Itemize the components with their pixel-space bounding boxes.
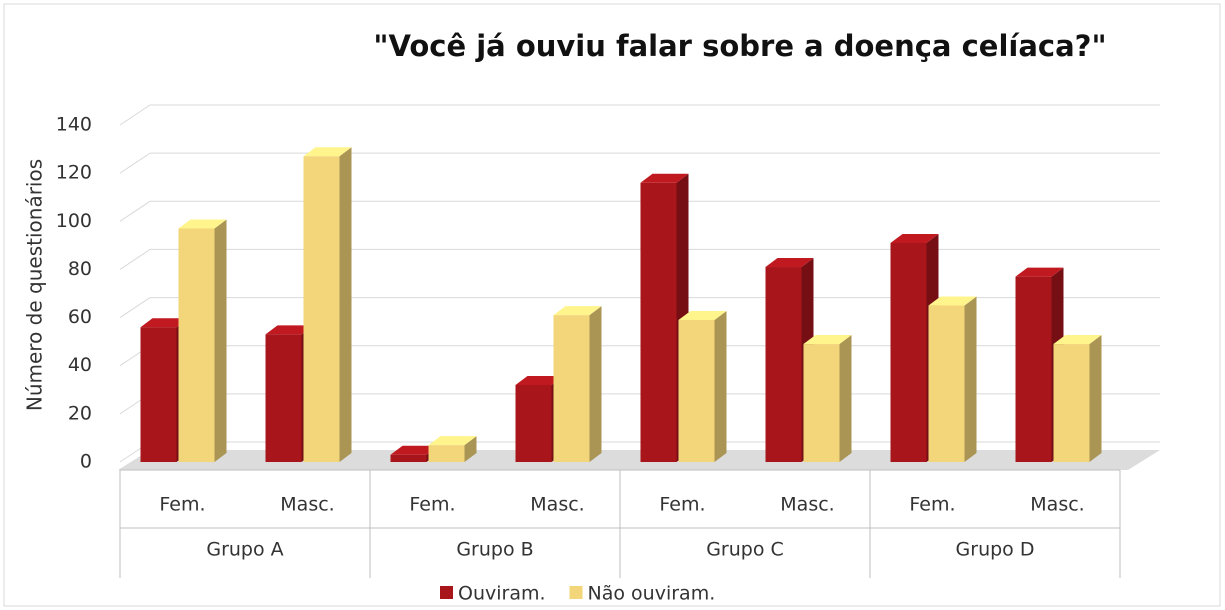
bar-side	[339, 147, 352, 463]
bar-side	[464, 436, 477, 462]
grid-line-side	[119, 152, 151, 174]
grid-line-side	[119, 200, 151, 222]
bar	[678, 319, 715, 462]
bar-side	[839, 335, 852, 462]
bar-top	[265, 325, 314, 335]
chart-title: "Você já ouviu falar sobre a doença celí…	[373, 29, 1106, 63]
bar	[553, 315, 590, 462]
bar-top	[640, 173, 689, 183]
bar-top	[1015, 267, 1064, 277]
bar-top	[390, 445, 439, 455]
bar	[1015, 276, 1052, 462]
bar	[803, 344, 840, 462]
bar-top	[890, 233, 939, 243]
bar-top	[678, 310, 727, 320]
bar	[303, 156, 340, 463]
x-tick-label: Fem.	[159, 494, 205, 516]
bar	[928, 305, 965, 462]
y-tick-label: 80	[68, 258, 92, 280]
bar-top	[803, 335, 852, 345]
bar-side	[714, 310, 727, 462]
bar	[1053, 344, 1090, 462]
group-label: Grupo A	[206, 539, 283, 561]
group-label: Grupo B	[456, 539, 533, 561]
y-tick-label: 60	[68, 306, 92, 328]
bar-side	[1089, 335, 1102, 462]
bar	[265, 334, 302, 462]
legend-swatch	[569, 586, 583, 599]
bar-top	[765, 258, 814, 268]
group-label: Grupo D	[956, 539, 1035, 561]
x-tick-label: Fem.	[409, 494, 455, 516]
y-tick-label: 120	[56, 162, 92, 184]
bar	[140, 327, 177, 462]
bar	[428, 445, 465, 462]
x-tick-label: Masc.	[530, 494, 584, 516]
bar-top	[428, 436, 477, 446]
grid-line-side	[119, 249, 151, 270]
bar	[890, 242, 927, 462]
bar-side	[214, 219, 227, 462]
bar-top	[515, 375, 564, 385]
legend-label: Ouviram.	[458, 583, 546, 605]
bar-side	[964, 296, 977, 462]
x-tick-label: Masc.	[780, 494, 834, 516]
bar-top	[178, 219, 227, 229]
y-tick-label: 20	[68, 402, 92, 424]
legend-label: Não ouviram.	[588, 583, 716, 605]
bar	[515, 384, 552, 462]
y-tick-label: 140	[56, 114, 92, 136]
grid-line-side	[119, 104, 151, 126]
bar-top	[928, 296, 977, 306]
bar-top	[1053, 335, 1102, 345]
bar-top	[553, 306, 602, 316]
y-axis-label: Número de questionários	[23, 159, 47, 411]
bar-top	[140, 318, 189, 328]
y-tick-label: 100	[56, 210, 92, 232]
bar	[390, 454, 427, 462]
x-tick-label: Fem.	[909, 494, 955, 516]
bar-side	[589, 306, 602, 462]
group-label: Grupo C	[706, 539, 784, 561]
y-tick-label: 40	[68, 354, 92, 376]
x-tick-label: Masc.	[280, 494, 334, 516]
x-tick-label: Fem.	[659, 494, 705, 516]
x-tick-label: Masc.	[1030, 494, 1084, 516]
bar	[178, 228, 215, 462]
legend-swatch	[440, 586, 453, 599]
y-tick-label: 0	[80, 451, 92, 473]
grid-line-side	[119, 297, 151, 318]
bar-top	[303, 147, 352, 157]
bar	[640, 182, 677, 462]
bar	[765, 267, 802, 462]
